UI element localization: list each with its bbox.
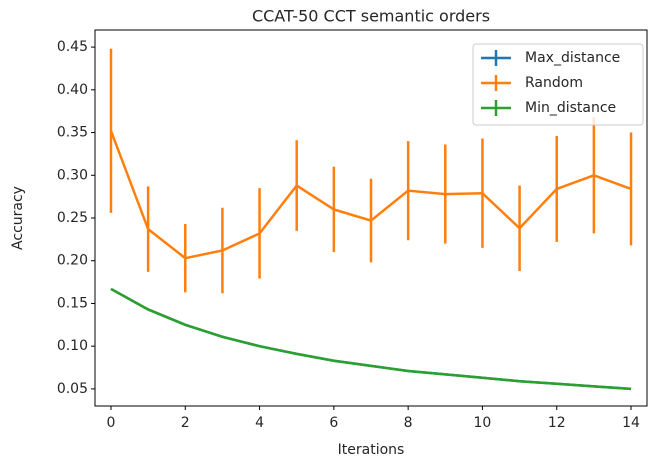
x-tick-label: 4 (255, 415, 264, 431)
y-tick-label: 0.15 (57, 295, 88, 311)
plot-frame (94, 29, 648, 407)
y-tick-label: 0.10 (57, 338, 88, 354)
y-tick-label: 0.35 (57, 125, 88, 141)
x-tick-label: 6 (329, 415, 338, 431)
series-line (109, 130, 632, 260)
x-tick-label: 0 (107, 415, 116, 431)
x-tick-label: 14 (622, 415, 640, 431)
x-tick-label: 8 (404, 415, 413, 431)
y-axis-label: Accuracy (10, 186, 26, 250)
x-tick-label: 12 (548, 415, 566, 431)
legend-label: Random (525, 75, 583, 91)
legend-label: Max_distance (525, 50, 620, 66)
x-axis-label: Iterations (338, 442, 405, 458)
legend-box (472, 43, 644, 126)
y-tick-label: 0.30 (57, 167, 88, 183)
y-tick-label: 0.05 (57, 381, 88, 397)
x-tick-label: 2 (181, 415, 190, 431)
y-tick-label: 0.45 (57, 39, 88, 55)
chart-title: CCAT-50 CCT semantic orders (252, 7, 490, 26)
y-tick-label: 0.20 (57, 253, 88, 269)
y-tick-label: 0.40 (57, 82, 88, 98)
y-tick-label: 0.25 (57, 210, 88, 226)
series-line (110, 287, 632, 391)
legend-label: Min_distance (525, 100, 616, 116)
x-tick-label: 10 (474, 415, 492, 431)
